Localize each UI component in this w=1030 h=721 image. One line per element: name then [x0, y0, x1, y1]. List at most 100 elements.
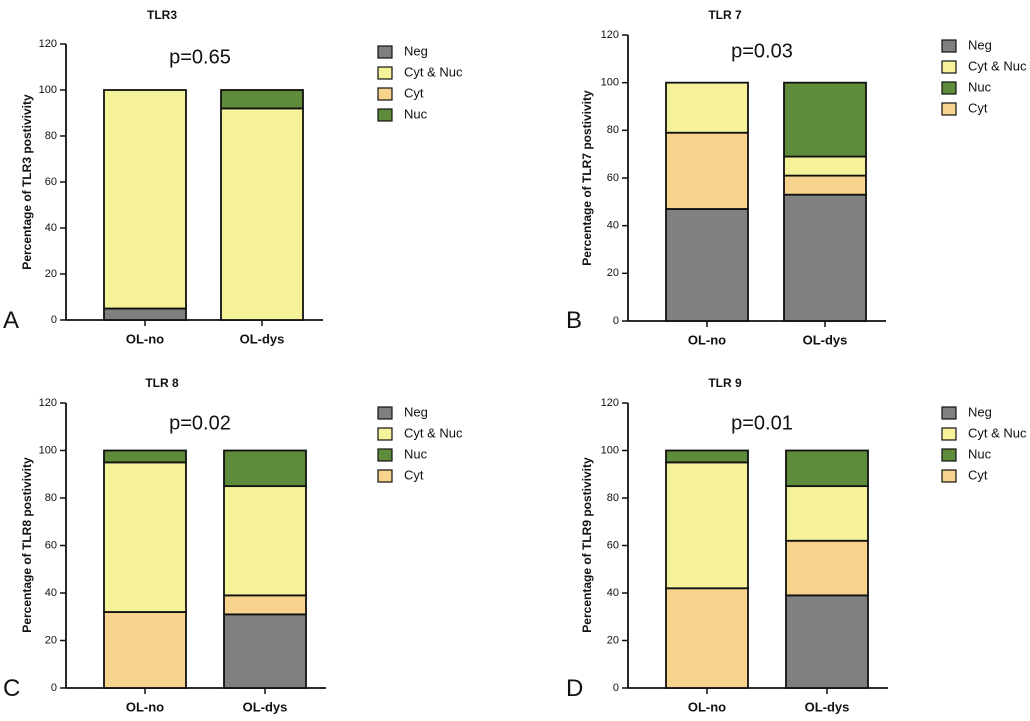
panel-a: TLR3 p=0.65 A Percentage of TLR3 postivivit… — [3, 8, 463, 346]
legend-label-nuc: Nuc — [968, 79, 992, 94]
y-tick-label: 60 — [607, 172, 619, 184]
legend: Neg Cyt & Nuc Nuc Cyt — [941, 404, 1027, 483]
bar-segment-nuc-ol-no — [665, 449, 749, 464]
legend-label-cyt-nuc: Cyt & Nuc — [404, 425, 463, 440]
bar-segment-cyt-ol-no — [665, 587, 749, 689]
y-tick-label: 0 — [51, 314, 57, 326]
legend: Neg Cyt & Nuc Nuc Cyt — [377, 404, 463, 483]
x-tick-label: OL-dys — [243, 699, 288, 714]
x-tick-label: OL-no — [688, 332, 726, 347]
bar-segment-cyt-ol-dys — [223, 594, 307, 616]
p-value-annotation: p=0.65 — [169, 46, 231, 68]
x-tick-label: OL-dys — [240, 331, 285, 346]
y-tick-label: 80 — [607, 492, 619, 504]
y-tick-label: 120 — [601, 29, 619, 41]
legend-swatch-nuc — [377, 108, 393, 122]
legend-swatch-cyt-nuc — [377, 66, 393, 80]
chart-title: TLR 8 — [145, 376, 179, 390]
y-tick-label: 20 — [607, 267, 619, 279]
chart-title: TLR 7 — [708, 8, 742, 22]
legend: Neg Cyt & Nuc Nuc Cyt — [941, 37, 1027, 116]
legend-swatch-cyt — [377, 469, 393, 483]
bar-segment-cyt-ol-no — [665, 131, 749, 210]
y-tick-label: 120 — [601, 397, 619, 409]
y-tick-label: 120 — [39, 397, 57, 409]
bar-segment-cyt-nuc-ol-no — [103, 89, 187, 310]
y-tick-label: 40 — [607, 587, 619, 599]
bar-segment-neg-ol-no — [665, 208, 749, 322]
legend-label-neg: Neg — [404, 404, 428, 419]
legend-swatch-neg — [377, 406, 393, 420]
legend-swatch-neg — [941, 406, 957, 420]
x-tick-label: OL-no — [126, 331, 164, 346]
bar-segment-nuc-ol-no — [103, 449, 187, 464]
bar-segment-cyt-nuc-ol-dys — [220, 107, 304, 321]
y-tick-label: 100 — [601, 77, 619, 89]
y-tick-label: 100 — [39, 84, 57, 96]
legend-label-nuc: Nuc — [968, 446, 992, 461]
p-value-annotation: p=0.03 — [731, 40, 793, 62]
chart-title: TLR3 — [147, 8, 177, 22]
bar-segment-cyt-nuc-ol-dys — [223, 485, 307, 597]
legend-label-cyt-nuc: Cyt & Nuc — [968, 425, 1027, 440]
panel-letter: B — [566, 307, 582, 334]
bar-segment-cyt-ol-no — [103, 611, 187, 689]
y-tick-label: 60 — [607, 539, 619, 551]
y-tick-label: 120 — [39, 38, 57, 50]
y-axis-label: Percentage of TLR7 postivivity — [580, 90, 594, 266]
y-tick-label: 80 — [45, 130, 57, 142]
legend-label-cyt: Cyt — [968, 100, 988, 115]
bar-segment-cyt-nuc-ol-dys — [785, 485, 869, 542]
legend-label-nuc: Nuc — [404, 446, 428, 461]
bar-segment-cyt-ol-dys — [785, 539, 869, 597]
x-tick-label: OL-no — [126, 699, 164, 714]
legend-label-cyt-nuc: Cyt & Nuc — [968, 58, 1027, 73]
x-tick-label: OL-dys — [805, 699, 850, 714]
p-value-annotation: p=0.02 — [169, 412, 231, 434]
panel-letter: D — [566, 675, 583, 702]
legend-label-neg: Neg — [968, 37, 992, 52]
legend-swatch-cyt — [941, 469, 957, 483]
legend-swatch-nuc — [941, 448, 957, 462]
legend: Neg Cyt & Nuc Cyt Nuc — [377, 43, 463, 122]
legend-swatch-cyt-nuc — [941, 427, 957, 441]
panel-d: TLR 9 p=0.01 D Percentage of TLR9 postivivi… — [566, 376, 1027, 714]
bar-segment-nuc-ol-dys — [783, 81, 867, 158]
y-tick-label: 100 — [601, 444, 619, 456]
x-tick-label: OL-dys — [803, 332, 848, 347]
y-tick-label: 0 — [51, 682, 57, 694]
legend-swatch-cyt — [941, 102, 957, 116]
bar-segment-cyt-nuc-ol-no — [665, 461, 749, 590]
y-tick-label: 20 — [45, 268, 57, 280]
panel-c: TLR 8 p=0.02 C Percentage of TLR8 postivivi… — [3, 376, 463, 714]
legend-swatch-cyt — [377, 87, 393, 101]
bar-segment-neg-ol-dys — [783, 193, 867, 322]
legend-swatch-cyt-nuc — [941, 60, 957, 74]
y-tick-label: 100 — [39, 444, 57, 456]
y-tick-label: 40 — [45, 587, 57, 599]
y-axis-label: Percentage of TLR9 postivivity — [580, 457, 594, 633]
y-tick-label: 20 — [607, 634, 619, 646]
bar-segment-neg-ol-dys — [785, 594, 869, 689]
x-tick-label: OL-no — [688, 699, 726, 714]
legend-swatch-neg — [941, 39, 957, 53]
bar-segment-nuc-ol-dys — [223, 449, 307, 488]
legend-swatch-nuc — [941, 81, 957, 95]
bar-segment-cyt-nuc-ol-no — [665, 81, 749, 134]
y-tick-label: 0 — [613, 315, 619, 327]
panel-letter: A — [3, 307, 19, 334]
y-tick-label: 40 — [45, 222, 57, 234]
p-value-annotation: p=0.01 — [731, 412, 793, 434]
legend-label-nuc: Nuc — [404, 106, 428, 121]
legend-swatch-cyt-nuc — [377, 427, 393, 441]
y-axis-label: Percentage of TLR3 postivivity — [20, 94, 34, 270]
panel-b: TLR 7 p=0.03 B Percentage of TLR7 postivivi… — [566, 8, 1027, 347]
y-tick-label: 60 — [45, 539, 57, 551]
y-tick-label: 0 — [613, 682, 619, 694]
y-tick-label: 80 — [45, 492, 57, 504]
bar-segment-cyt-ol-dys — [783, 174, 867, 196]
chart-title: TLR 9 — [708, 376, 742, 390]
legend-label-neg: Neg — [968, 404, 992, 419]
